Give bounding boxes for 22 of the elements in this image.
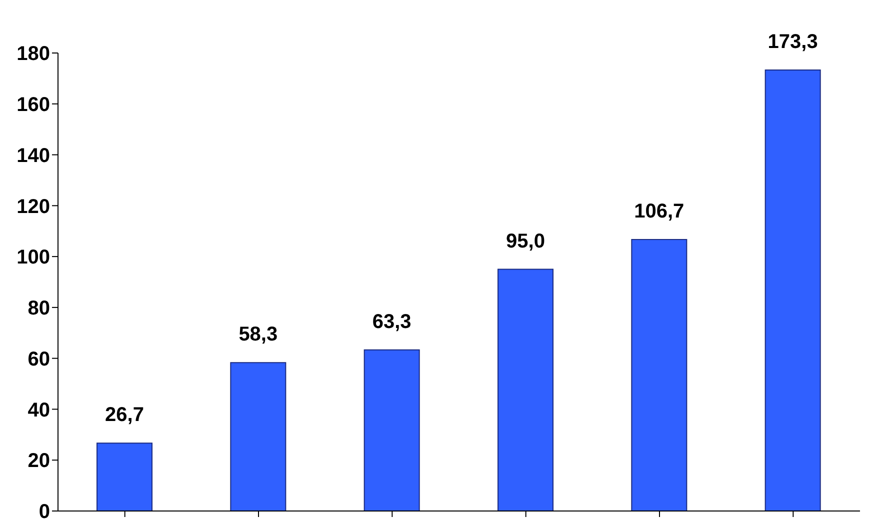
data-label: 63,3 — [372, 310, 412, 333]
data-label: 26,7 — [105, 404, 144, 426]
y-tick-label: 80 — [28, 298, 50, 320]
bar — [96, 442, 152, 511]
y-tick-label: 180 — [16, 43, 50, 66]
data-label: 173,3 — [768, 31, 818, 54]
y-tick-label: 20 — [28, 450, 50, 472]
y-tick-label: 60 — [28, 348, 50, 370]
data-label: 106,7 — [634, 200, 684, 223]
y-tick-label: 0 — [38, 501, 50, 524]
y-tick-label: 160 — [16, 94, 50, 116]
y-tick-label: 120 — [16, 196, 50, 218]
data-label: 58,3 — [238, 324, 278, 346]
data-label: 95,0 — [506, 230, 545, 252]
y-tick-label: 100 — [16, 246, 50, 269]
bar — [631, 239, 688, 511]
bar — [364, 349, 420, 511]
y-tick-label: 40 — [28, 399, 50, 422]
y-tick-label: 140 — [16, 144, 50, 167]
bar — [230, 362, 286, 511]
bar — [498, 268, 554, 511]
bar — [764, 70, 821, 511]
